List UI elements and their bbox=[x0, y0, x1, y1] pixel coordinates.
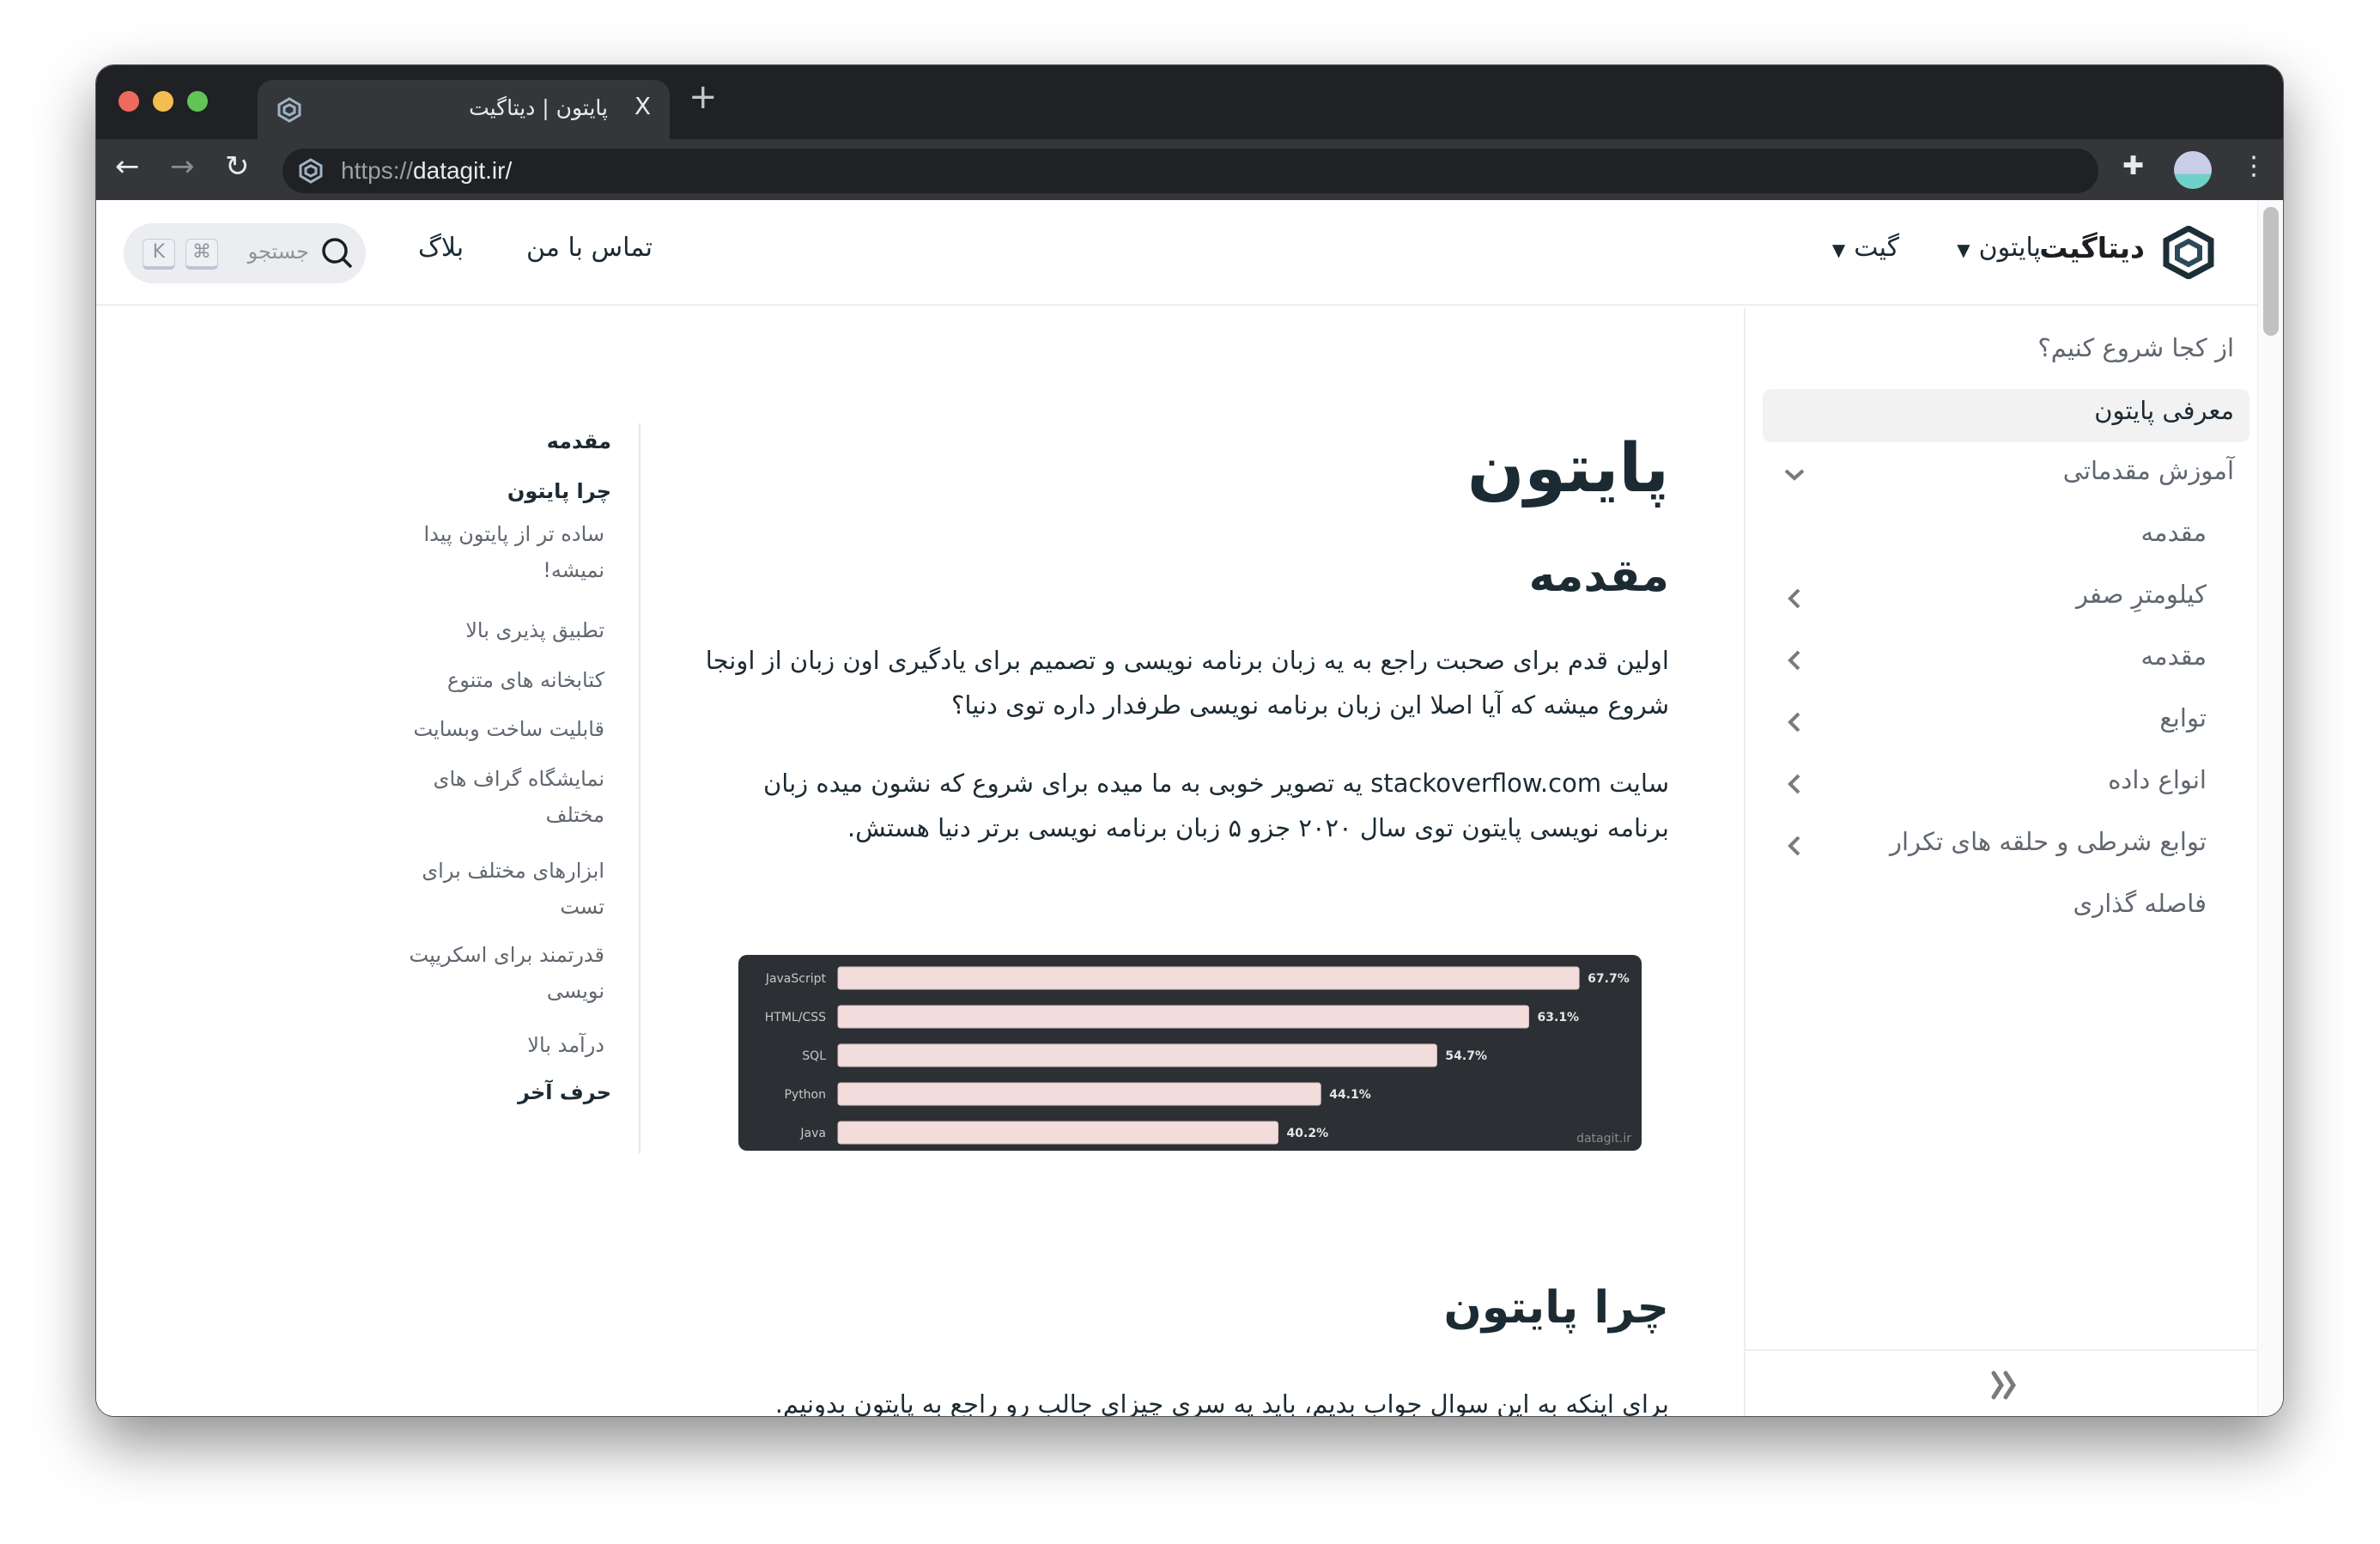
caret-down-icon: ▼ bbox=[1831, 240, 1846, 260]
close-tab-button[interactable]: X bbox=[634, 92, 651, 120]
chart-bar bbox=[837, 1082, 1321, 1106]
chart-data-label: 67.7% bbox=[1588, 972, 1630, 986]
toc-item[interactable]: قابلیت ساخت وبسایت bbox=[413, 717, 604, 741]
sidebar-item-where-to-start[interactable]: از کجا شروع کنیم؟ bbox=[2037, 333, 2234, 362]
sidebar-item-intro-2[interactable]: مقدمه bbox=[2140, 641, 2207, 671]
toc-item[interactable]: چرا پایتون bbox=[507, 479, 611, 503]
url-scheme: https:// bbox=[341, 157, 414, 184]
toc-item[interactable]: تطبیق پذیری بالا bbox=[465, 618, 604, 642]
more-menu-icon[interactable]: ⋮ bbox=[2241, 151, 2267, 181]
sidebar-item-functions[interactable]: توابع bbox=[2159, 703, 2207, 732]
search-placeholder: جستجو bbox=[247, 240, 309, 264]
page-title: پایتون bbox=[1466, 430, 1669, 508]
toc-item[interactable]: درآمد بالا bbox=[527, 1033, 604, 1057]
site-brand[interactable]: دیتاگیت bbox=[2039, 231, 2145, 264]
chart-category-label: Python bbox=[784, 1088, 826, 1102]
forward-button[interactable]: → bbox=[170, 149, 195, 184]
page-scrollbar[interactable] bbox=[2257, 200, 2283, 1416]
close-window-button[interactable] bbox=[118, 91, 139, 112]
back-button[interactable]: ← bbox=[115, 149, 140, 184]
site-favicon-icon bbox=[277, 97, 301, 123]
toc-item[interactable]: ابزارهای مختلف برای تست bbox=[422, 859, 604, 919]
section-heading-intro: مقدمه bbox=[1528, 550, 1669, 602]
chevron-left-icon[interactable] bbox=[1782, 586, 1807, 611]
toc-item[interactable]: کتابخانه های متنوع bbox=[446, 668, 604, 692]
chart-bar bbox=[837, 1005, 1530, 1029]
chart-data-label: 40.2% bbox=[1287, 1127, 1329, 1140]
sidebar-item-data-types[interactable]: انواع داده bbox=[2108, 765, 2207, 794]
toc-item[interactable]: قدرتمند برای اسکریپت نویسی bbox=[409, 943, 604, 1003]
chevron-left-icon[interactable] bbox=[1782, 833, 1807, 859]
k-key: K bbox=[143, 239, 175, 270]
search-button[interactable]: جستجو ⌘ K bbox=[124, 223, 366, 283]
chart-category-label: JavaScript bbox=[765, 972, 827, 986]
nav-python-label: پایتون bbox=[1978, 233, 2041, 263]
sidebar-item-python-intro[interactable]: معرفی پایتون bbox=[2094, 396, 2234, 425]
chart-data-label: 54.7% bbox=[1445, 1049, 1487, 1063]
tab-title: پایتون | دیتاگیت bbox=[469, 95, 608, 120]
chart-data-label: 63.1% bbox=[1538, 1011, 1580, 1024]
browser-window: پایتون | دیتاگیت X + ← → ↻ https://datag… bbox=[95, 64, 2284, 1417]
tab-bar: پایتون | دیتاگیت X + bbox=[96, 65, 2283, 140]
sidebar-item-conditionals-loops[interactable]: توابع شرطی و حلقه های تکرار bbox=[1890, 827, 2207, 856]
toc-item[interactable]: ساده تر از پایتون پیدا نمیشه! bbox=[423, 522, 604, 582]
chart-data-label: 44.1% bbox=[1329, 1088, 1371, 1102]
paragraph-stackoverflow: سایت stackoverflow.com یه تصویر خوبی به … bbox=[762, 769, 1669, 842]
chevron-left-icon[interactable] bbox=[1782, 647, 1807, 673]
chart-watermark: datagit.ir bbox=[1576, 1132, 1631, 1146]
paragraph-intro: اولین قدم برای صحبت راجع به یه زبان برنا… bbox=[705, 646, 1669, 720]
reload-button[interactable]: ↻ bbox=[225, 149, 250, 184]
sidebar-collapse-button[interactable] bbox=[1746, 1349, 2260, 1416]
chart-category-label: Java bbox=[799, 1127, 826, 1140]
chart-category-label: HTML/CSS bbox=[765, 1011, 826, 1024]
extensions-puzzle-icon[interactable]: ✚ bbox=[2122, 151, 2145, 181]
datagit-logo-icon[interactable] bbox=[2162, 226, 2215, 279]
maximize-window-button[interactable] bbox=[187, 91, 208, 112]
url-text: https://datagit.ir/ bbox=[341, 157, 512, 185]
toc-item[interactable]: نمایشگاه گراف های مختلف bbox=[433, 767, 604, 827]
chart-bar bbox=[837, 1121, 1279, 1145]
chart-bar bbox=[837, 1043, 1437, 1067]
toc-item[interactable]: حرف آخر bbox=[518, 1080, 611, 1104]
nav-git[interactable]: گیت ▼ bbox=[1832, 233, 1899, 263]
section-heading-why-python: چرا پایتون bbox=[1443, 1282, 1669, 1334]
article: پایتون مقدمه اولین قدم برای صحبت راجع به… bbox=[697, 200, 1669, 1417]
new-tab-button[interactable]: + bbox=[689, 77, 718, 117]
sidebar-item-kilometer-zero[interactable]: کیلومترِ صفر bbox=[2076, 580, 2207, 609]
search-icon bbox=[322, 238, 353, 269]
chart-category-label: SQL bbox=[802, 1049, 826, 1063]
sidebar-item-spacing[interactable]: فاصله گذاری bbox=[2073, 889, 2207, 918]
site-favicon-icon bbox=[299, 158, 323, 184]
paragraph-why-python: برای اینکه به این سوال جواب بدیم، باید ی… bbox=[774, 1389, 1669, 1417]
profile-avatar[interactable] bbox=[2174, 151, 2212, 189]
scrollbar-thumb[interactable] bbox=[2263, 207, 2279, 336]
nav-python[interactable]: پایتون ▼ bbox=[1957, 233, 2041, 263]
web-page: دیتاگیت پایتون ▼ گیت ▼ تماس با من بلاگ جست… bbox=[96, 200, 2283, 1417]
chart-bar bbox=[837, 966, 1580, 990]
browser-tab[interactable]: پایتون | دیتاگیت X bbox=[258, 80, 670, 140]
nav-contact[interactable]: تماس با من bbox=[526, 233, 653, 263]
nav-blog[interactable]: بلاگ bbox=[418, 233, 464, 263]
site-header: دیتاگیت پایتون ▼ گیت ▼ تماس با من بلاگ جست… bbox=[96, 200, 2260, 306]
sidebar-item-intro[interactable]: مقدمه bbox=[2140, 518, 2207, 547]
table-of-contents: مقدمه چرا پایتون ساده تر از پایتون پیدا نم… bbox=[354, 423, 641, 1153]
browser-toolbar: ← → ↻ https://datagit.ir/ ✚ ⋮ bbox=[96, 139, 2283, 200]
sidebar-active-highlight bbox=[1763, 389, 2249, 442]
sidebar-item-basics[interactable]: آموزش مقدماتی bbox=[2062, 456, 2234, 485]
chevron-down-icon[interactable] bbox=[1782, 462, 1807, 488]
cmd-key: ⌘ bbox=[185, 239, 218, 270]
url-host: datagit.ir/ bbox=[413, 157, 513, 184]
nav-git-label: گیت bbox=[1854, 233, 1899, 263]
double-chevron-icon bbox=[1991, 1371, 2016, 1400]
minimize-window-button[interactable] bbox=[153, 91, 173, 112]
toc-item[interactable]: مقدمه bbox=[546, 429, 611, 453]
chevron-left-icon[interactable] bbox=[1782, 771, 1807, 797]
languages-bar-chart: JavaScript 67.7% HTML/CSS 63.1% SQL 54.7% Pyth… bbox=[738, 955, 1642, 1151]
caret-down-icon: ▼ bbox=[1957, 240, 1970, 260]
chevron-left-icon[interactable] bbox=[1782, 709, 1807, 735]
address-bar[interactable]: https://datagit.ir/ bbox=[282, 149, 2098, 193]
docs-sidebar: از کجا شروع کنیم؟ معرفی پایتون آموزش مقد… bbox=[1744, 307, 2260, 1416]
